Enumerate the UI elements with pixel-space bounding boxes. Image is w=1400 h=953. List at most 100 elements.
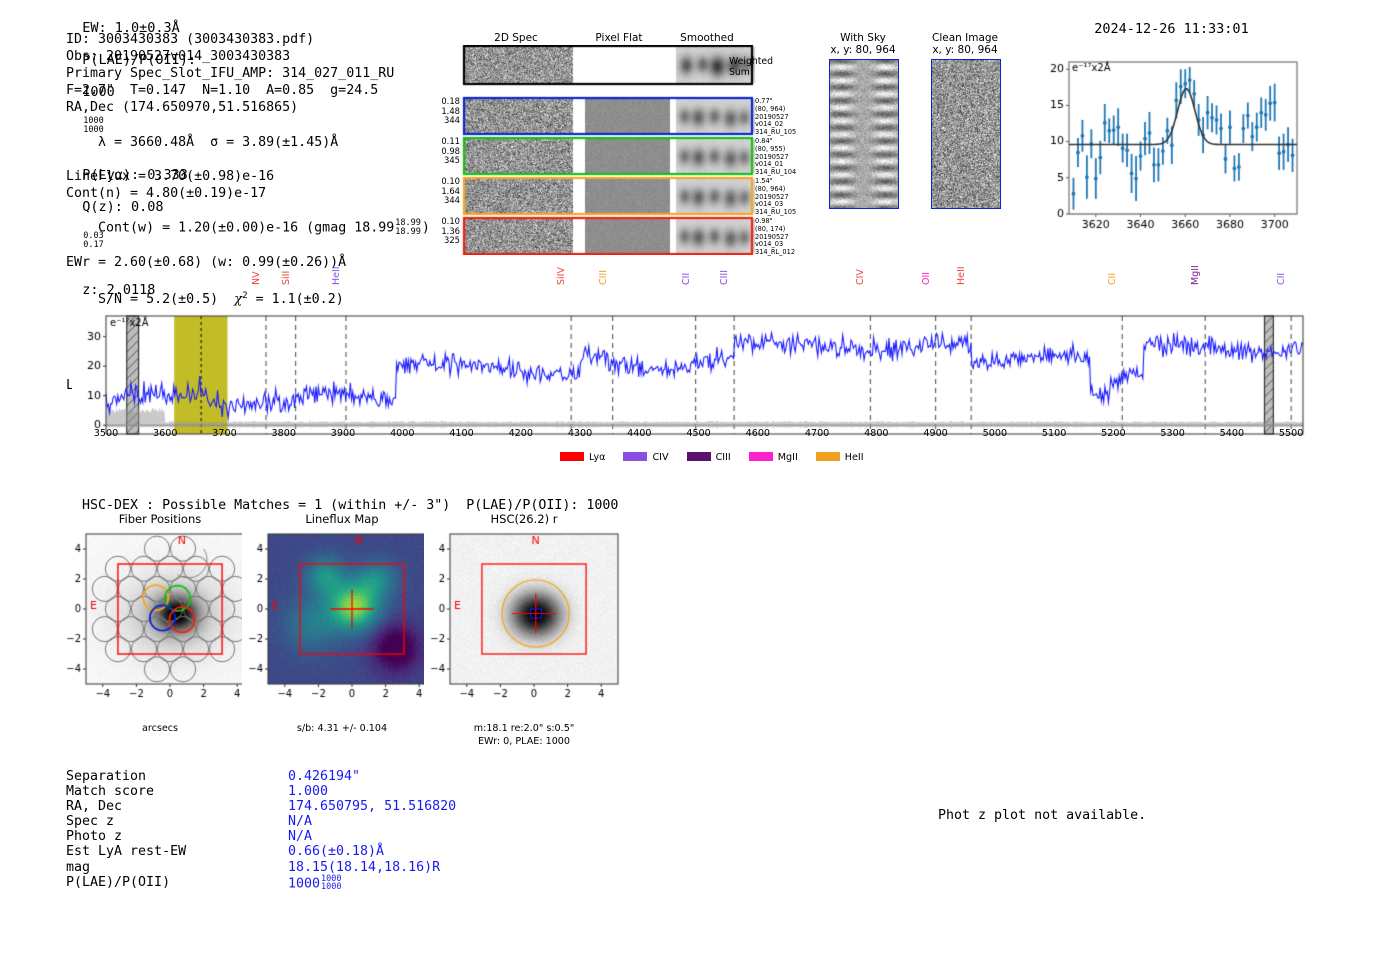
spec-row-left-values: 0.11 0.98 345 (434, 136, 460, 166)
header-z: z: 2.0118 (82, 282, 156, 298)
header-plya: P(Lyα): 0.333 (82, 167, 188, 183)
legend-label: CIII (715, 452, 731, 463)
legend-item: HeII (815, 452, 864, 463)
map-lineflux: Lineflux Map s/b: 4.31 +/- 0.104 (242, 512, 442, 736)
spec-row-value: 1.64 (441, 185, 460, 196)
match-table-value: 174.650795, 51.516820 (288, 799, 457, 815)
header-ew: EW: 1.0±0.3Å (82, 20, 180, 36)
legend-label: Lyα (589, 452, 606, 463)
report-timestamp: 2024-12-26 11:33:01 (1094, 21, 1249, 37)
info-seeing: F=2.7" T=0.147 N=1.10 A=0.85 g=24.5 (66, 83, 379, 99)
legend-item: CIII (686, 452, 731, 463)
match-table-key: Separation (66, 769, 147, 784)
emission-line-label: CII (1107, 272, 1119, 285)
spec-row-meta: 0.77" (755, 97, 773, 105)
info-cont-w: Cont(w) = 1.20(±0.00)e-16 (gmag 18.99 18.… (98, 218, 430, 237)
spec-row-right-metadata: 0.77" (80, 964) 20190527 v014_02 314_RU_105 (755, 97, 807, 137)
spec-row-meta: (80, 174) (755, 224, 786, 233)
cutout-clean-coords: x, y: 80, 964 (932, 44, 998, 57)
spec-row-left-values: 0.10 1.36 325 (434, 216, 460, 246)
x-tick-label: 3600 (153, 428, 178, 439)
cutout-with-sky-coords: x, y: 80, 964 (830, 44, 896, 57)
match-table-value: 1.000 (288, 784, 329, 800)
info-gmag-fraction: 18.99 18.99 (395, 218, 421, 237)
match-table-value: N/A (288, 829, 313, 845)
spec-row-meta: (80, 955) (755, 144, 786, 153)
match-table-key: Photo z (66, 829, 123, 845)
spec-row-value: 1.36 (441, 225, 460, 236)
header-qz-fraction: 0.03 0.17 (83, 231, 104, 250)
info-id: ID: 3003430383 (3003430383.pdf) (66, 32, 315, 47)
column-title-2d-spec: 2D Spec (494, 32, 538, 44)
emission-line-label: CIII (597, 269, 609, 285)
match-table-key: RA, Dec (66, 799, 123, 815)
x-tick-label: 3800 (271, 428, 296, 439)
emission-line-label: CII (1276, 272, 1288, 285)
info-primary-spec: Primary Spec_Slot_IFU_AMP: 314_027_011_R… (66, 66, 395, 82)
spec-row-left-values: 0.18 1.48 344 (434, 96, 460, 126)
legend-swatch (815, 452, 840, 461)
x-tick-label: 5500 (1278, 428, 1304, 439)
emission-line-label: CIII (719, 269, 731, 285)
info-obs: Obs: 20190527v014_3003430383 (66, 49, 291, 65)
x-tick-label: 4100 (449, 428, 474, 439)
spec-row-meta: (80, 964) (755, 104, 786, 113)
x-tick-label: 4200 (508, 428, 533, 439)
spec-row-right-metadata: 0.98" (80, 174) 20190527 v014_03 314_RL_012 (755, 217, 807, 257)
spec-row-meta: v014_03 (755, 200, 784, 209)
legend-label: HeII (844, 452, 864, 463)
spectrum-legend: Lyα CIV CIII MgII HeII (560, 452, 864, 463)
match-table-key: mag (66, 859, 91, 875)
match-table-key: Spec z (66, 814, 115, 830)
x-tick-label: 4400 (627, 428, 652, 439)
x-tick-label: 5300 (1160, 428, 1185, 439)
two-d-spectra-panel: 2D Spec Pixel Flat Smoothed Weighted Sum… (430, 32, 796, 256)
x-tick-label: 4300 (567, 428, 593, 439)
emission-line-label: CIV (855, 269, 867, 285)
spec-row-meta: 0.84" (755, 137, 773, 145)
spec-row-value: 0.18 (441, 96, 460, 106)
match-table-value: 0.66(±0.18)Å (288, 844, 385, 860)
cutout-with-sky: With Sky x, y: 80, 964 (820, 32, 906, 213)
map-lineflux-canvas (242, 526, 442, 706)
photoz-unavailable-message: Phot z plot not available. (938, 808, 1147, 823)
spec-row-meta: 314_RL_012 (755, 248, 796, 257)
spec-row-value: 0.10 (441, 176, 460, 186)
map-hsc-r: HSC(26.2) r m:18.1 re:2.0" s:0.5" EWr: 0… (424, 512, 624, 748)
match-table-value: 1000 1000 1000 (288, 873, 342, 893)
legend-swatch (748, 452, 773, 461)
x-tick-label: 3700 (212, 428, 237, 439)
legend-swatch (623, 452, 648, 461)
legend-label: CIV (652, 452, 669, 463)
cutout-clean-image: Clean Image x, y: 80, 964 (920, 32, 1010, 213)
cutout-with-sky-title: With Sky (840, 32, 886, 44)
emission-line-label: CII (680, 272, 692, 285)
map-fiber-positions: Fiber Positions arcsecs (60, 512, 260, 736)
hsc-dex-text: HSC-DEX : Possible Matches = 1 (within +… (82, 498, 619, 513)
spec-row-meta: 1.54" (755, 177, 773, 185)
spec-row-value: 0.10 (441, 216, 460, 226)
spec-row-meta: (80, 964) (755, 184, 786, 193)
spec-row-right-metadata: 1.54" (80, 964) 20190527 v014_03 314_RU_105 (755, 177, 807, 217)
two-d-spectra-images (430, 45, 760, 255)
column-title-pixel-flat: Pixel Flat (595, 32, 643, 44)
legend-item: Lyα (560, 452, 605, 463)
emission-line-label: OII (920, 271, 932, 285)
match-table-plae-fraction: 1000 1000 (321, 873, 342, 893)
info-lambda: λ = 3660.48Å (98, 134, 195, 150)
map-hsc-xlabel: m:18.1 re:2.0" s:0.5" (473, 723, 575, 734)
x-tick-label: 4900 (923, 428, 948, 439)
line-fit-zoom-chart (1033, 52, 1305, 244)
info-radec: RA,Dec (174.650970,51.516865) (66, 100, 299, 116)
column-title-smoothed: Smoothed (680, 32, 734, 44)
spec-row-meta: v014_03 (755, 240, 784, 249)
x-tick-label: 5000 (982, 428, 1008, 439)
legend-label: MgII (777, 452, 798, 463)
weighted-sum-label: Weighted Sum (729, 56, 774, 78)
info-ewr: EWr = 2.60(±0.68) (w: 0.99(±0.26))Å (66, 254, 347, 270)
spec-row-value: 0.11 (441, 136, 460, 146)
x-tick-label: 4500 (686, 428, 711, 439)
legend-swatch (560, 452, 584, 461)
emission-line-label: MgII (1190, 265, 1202, 285)
spec-row-value: 325 (444, 235, 460, 246)
